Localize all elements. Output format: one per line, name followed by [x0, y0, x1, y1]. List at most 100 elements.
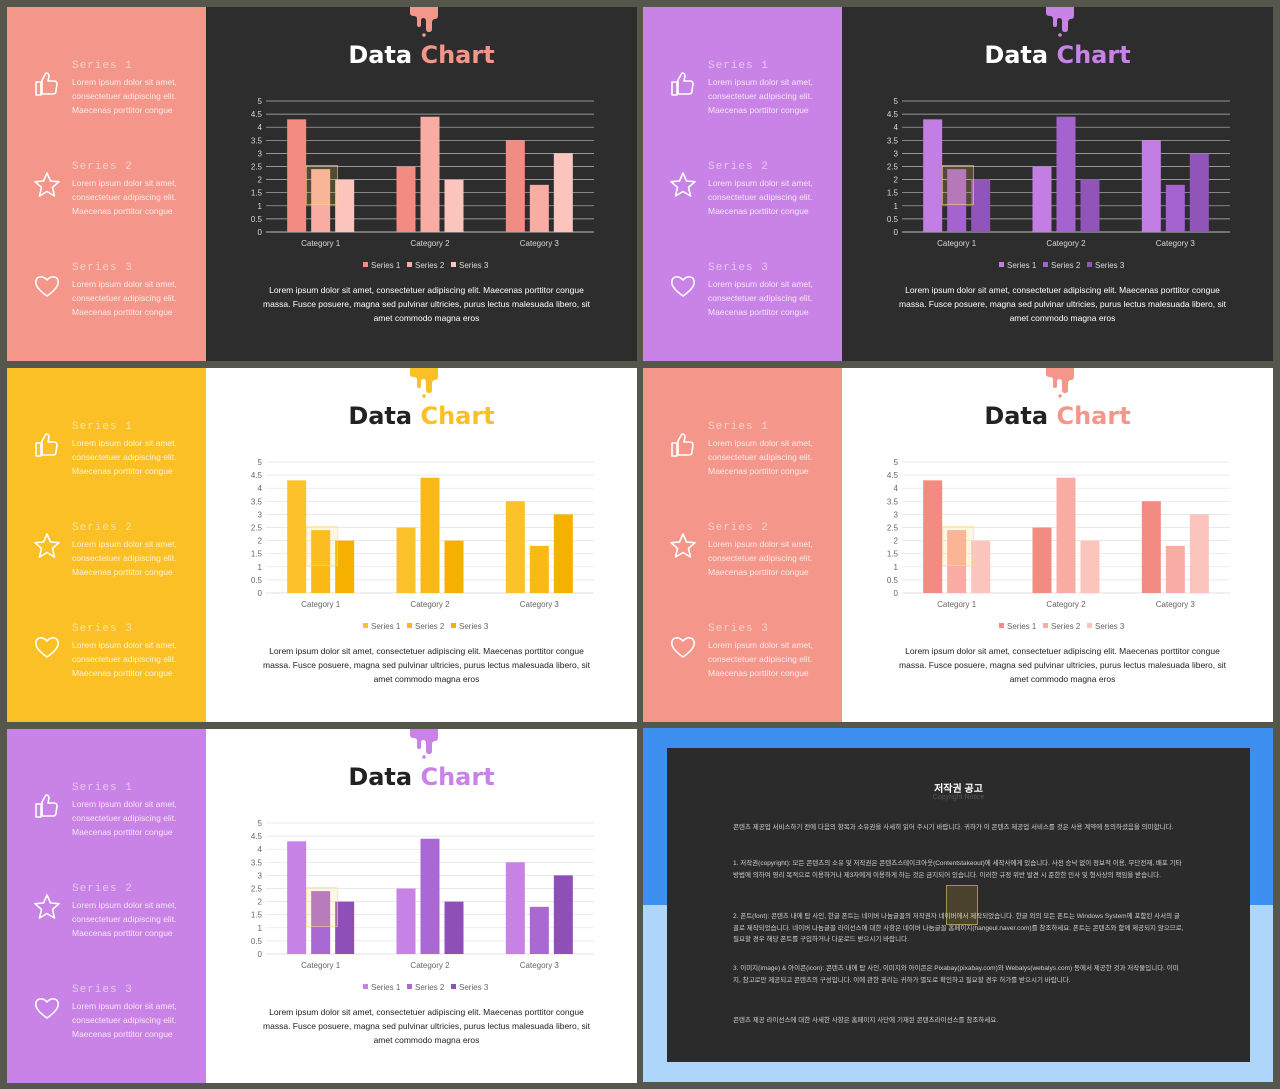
- sidebar-text-line: Maecenas porttitor congue: [72, 105, 173, 115]
- sidebar-text-line: Lorem ipsum dolor sit amet,: [72, 900, 177, 910]
- star-icon: [33, 893, 61, 921]
- bar: [420, 116, 440, 232]
- description-line: Lorem ipsum dolor sit amet, consectetuer…: [269, 646, 584, 656]
- bar-chart: 0 0.5 1 1.5 2 2.5 3 3.5 4 4.5 5 Category 1 Category …: [251, 458, 594, 631]
- sidebar-text-line: Lorem ipsum dolor sit amet,: [72, 279, 177, 289]
- heart-icon: [33, 272, 61, 300]
- legend-label: Series 3: [1095, 622, 1125, 631]
- sidebar-text-line: consectetuer adipiscing elit.: [708, 452, 813, 462]
- y-tick-label: 2.5: [251, 885, 263, 894]
- y-tick-label: 3.5: [251, 497, 263, 506]
- sidebar-panel: Series 1 Lorem ipsum dolor sit amet, conse…: [7, 368, 206, 722]
- legend-swatch: [451, 623, 456, 628]
- sidebar-series-item: Series 1 Lorem ipsum dolor sit amet, conse…: [7, 421, 206, 513]
- legend-swatch: [999, 262, 1004, 267]
- slide-title: Data Chart: [206, 41, 637, 69]
- legend-label: Series 1: [371, 261, 401, 270]
- sidebar-text-line: consectetuer adipiscing elit.: [708, 91, 813, 101]
- sidebar-series-title: Series 3: [708, 262, 769, 274]
- description-line: massa. Fusce posuere, magna sed pulvinar…: [899, 660, 1226, 670]
- y-tick-label: 4: [258, 484, 263, 493]
- y-tick-label: 4.5: [251, 110, 263, 119]
- x-category-label: Category 3: [1156, 600, 1196, 609]
- sidebar-series-title: Series 3: [72, 623, 133, 635]
- sidebar-series-title: Series 2: [708, 161, 769, 173]
- y-tick-label: 2: [894, 176, 899, 185]
- title-word-2: Chart: [1056, 402, 1131, 430]
- legend-label: Series 3: [459, 261, 489, 270]
- main-panel: Data Chart 0 0.5 1 1.5 2 2.5 3 3.5 4 4.5 5 Category …: [206, 7, 637, 361]
- main-panel: Data Chart 0 0.5 1 1.5 2 2.5 3 3.5 4 4.5 5 Category …: [206, 729, 637, 1083]
- sidebar-series-text: Lorem ipsum dolor sit amet, consectetuer …: [708, 537, 838, 579]
- legend-label: Series 1: [1007, 261, 1037, 270]
- sidebar-text-line: Maecenas porttitor congue: [72, 567, 173, 577]
- bar: [396, 888, 416, 954]
- sidebar-text-line: Lorem ipsum dolor sit amet,: [72, 438, 177, 448]
- x-category-label: Category 2: [410, 239, 450, 248]
- bar: [1080, 179, 1100, 232]
- bar: [923, 119, 943, 232]
- legend-label: Series 2: [1051, 261, 1081, 270]
- chart-slide: Series 1 Lorem ipsum dolor sit amet, conse…: [643, 368, 1273, 722]
- title-word-1: Data: [348, 41, 413, 69]
- sidebar-text-line: Maecenas porttitor congue: [708, 466, 809, 476]
- sidebar-text-line: Lorem ipsum dolor sit amet,: [708, 178, 813, 188]
- y-tick-label: 0.5: [887, 215, 899, 224]
- y-tick-label: 0.5: [887, 576, 899, 585]
- notice-paragraph: 3. 이미지(image) & 아이콘(icon): 콘텐츠 내에 탑 사인, …: [733, 965, 1179, 984]
- watermark-logo: [306, 887, 338, 927]
- description-line: amet commodo magna eros: [373, 674, 480, 684]
- sidebar-text-line: Maecenas porttitor congue: [72, 307, 173, 317]
- sidebar-series-item: Series 2 Lorem ipsum dolor sit amet, conse…: [643, 161, 842, 253]
- bar: [1032, 166, 1052, 232]
- legend-swatch: [451, 262, 456, 267]
- bar: [971, 540, 991, 593]
- bar: [311, 530, 331, 593]
- y-tick-label: 0: [894, 589, 899, 598]
- legend-label: Series 2: [1051, 622, 1081, 631]
- y-tick-label: 2: [258, 898, 263, 907]
- bar: [529, 184, 549, 232]
- bar: [444, 901, 464, 954]
- sidebar-series-title: Series 1: [708, 421, 769, 433]
- bar: [1056, 477, 1076, 593]
- paint-drip-decoration: [410, 729, 438, 759]
- sidebar-text-line: Lorem ipsum dolor sit amet,: [708, 640, 813, 650]
- y-tick-label: 1: [258, 924, 263, 933]
- bar-chart: 0 0.5 1 1.5 2 2.5 3 3.5 4 4.5 5 Category 1 Category …: [251, 97, 594, 270]
- y-tick-label: 2: [258, 537, 263, 546]
- y-tick-label: 3: [894, 149, 899, 158]
- bar: [311, 891, 331, 954]
- sidebar-series-text: Lorem ipsum dolor sit amet, consectetuer …: [72, 176, 202, 218]
- slide-title: Data Chart: [206, 402, 637, 430]
- sidebar-text-line: consectetuer adipiscing elit.: [72, 91, 177, 101]
- description-line: amet commodo magna eros: [373, 313, 480, 323]
- x-category-label: Category 2: [410, 961, 450, 970]
- y-tick-label: 2.5: [251, 163, 263, 172]
- description-line: massa. Fusce posuere, magna sed pulvinar…: [263, 299, 590, 309]
- slide-title: Data Chart: [842, 41, 1273, 69]
- thumbs-up-icon: [33, 792, 61, 820]
- y-tick-label: 0.5: [251, 576, 263, 585]
- y-tick-label: 1.5: [887, 550, 899, 559]
- bar: [335, 901, 355, 954]
- star-icon: [669, 171, 697, 199]
- bar: [335, 540, 355, 593]
- y-tick-label: 5: [894, 458, 899, 467]
- legend-label: Series 2: [415, 261, 445, 270]
- x-category-label: Category 3: [520, 600, 560, 609]
- y-tick-label: 3: [258, 149, 263, 158]
- y-tick-label: 1: [894, 563, 899, 572]
- y-tick-label: 1.5: [887, 189, 899, 198]
- legend-label: Series 2: [415, 983, 445, 992]
- sidebar-text-line: consectetuer adipiscing elit.: [72, 813, 177, 823]
- notice-paragraph: 1. 저작권(copyright): 모든 콘텐츠의 소유 및 저작권은 콘텐츠…: [733, 860, 1182, 879]
- chart-slide: Series 1 Lorem ipsum dolor sit amet, conse…: [7, 368, 637, 722]
- bar: [1165, 184, 1185, 232]
- x-category-label: Category 3: [1156, 239, 1196, 248]
- title-word-2: Chart: [420, 763, 495, 791]
- notice-paragraph: 콘텐츠 제공업 서비스하기 전에 다음의 항목과 소유권을 사세히 읽어 주시기…: [733, 824, 1174, 831]
- sidebar-text-line: consectetuer adipiscing elit.: [708, 192, 813, 202]
- bar-chart: 0 0.5 1 1.5 2 2.5 3 3.5 4 4.5 5 Category 1 Category …: [887, 458, 1230, 631]
- y-tick-label: 4.5: [251, 471, 263, 480]
